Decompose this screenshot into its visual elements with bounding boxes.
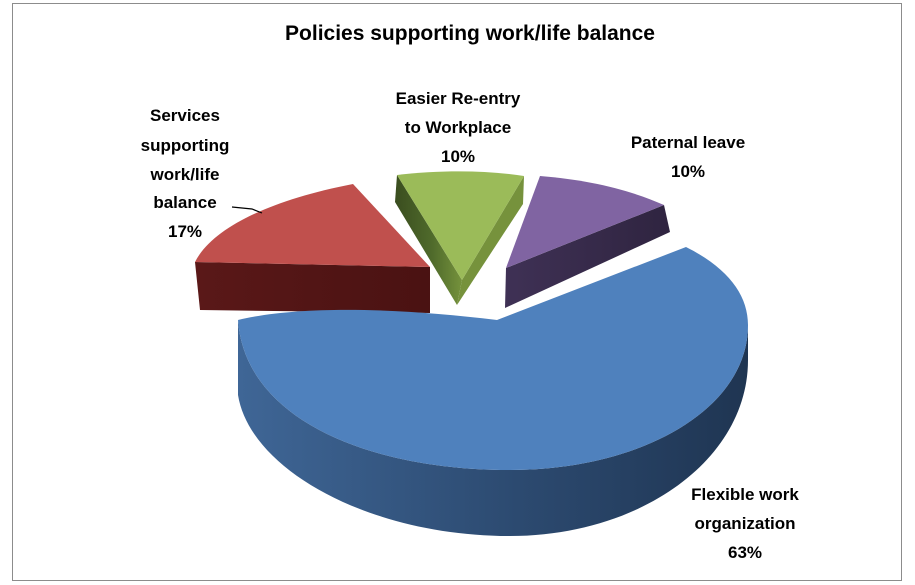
pie-slice-top <box>238 247 748 470</box>
leader-line <box>231 206 263 214</box>
pie-slice-side <box>505 205 670 308</box>
label-line: Easier Re-entry <box>396 89 521 108</box>
pie-slice-top <box>195 184 430 267</box>
pie-slice-services <box>195 184 430 313</box>
label-line: Paternal leave <box>631 133 745 152</box>
pie-slice-flexible-work <box>238 247 748 536</box>
slice-label-paternal-leave: Paternal leave 10% <box>631 133 745 181</box>
pie-slice-side <box>395 175 462 305</box>
pie-slice-top <box>506 176 664 268</box>
pie-slice-easier-reentry <box>395 171 524 305</box>
label-line: Services <box>150 106 220 125</box>
label-line: to Workplace <box>405 118 511 137</box>
value-label: 10% <box>441 147 475 166</box>
chart-title: Policies supporting work/life balance <box>285 22 655 45</box>
label-line: work/life <box>150 165 220 184</box>
value-label: 63% <box>728 543 762 562</box>
slice-label-easier-reentry: Easier Re-entry to Workplace 10% <box>396 89 521 166</box>
slice-label-services: Services supporting work/life balance 17… <box>141 106 230 241</box>
pie-slice-top <box>397 171 524 280</box>
label-line: organization <box>694 514 795 533</box>
slice-label-flexible-work: Flexible work organization 63% <box>691 485 799 562</box>
pie-slice-paternal-leave <box>505 176 670 308</box>
pie-slice-side <box>195 262 430 313</box>
label-line: Flexible work <box>691 485 799 504</box>
value-label: 10% <box>671 162 705 181</box>
pie-slice-side <box>457 176 524 305</box>
pie-slice-side <box>238 320 748 536</box>
value-label: 17% <box>168 222 202 241</box>
label-line: balance <box>153 193 216 212</box>
label-line: supporting <box>141 136 230 155</box>
